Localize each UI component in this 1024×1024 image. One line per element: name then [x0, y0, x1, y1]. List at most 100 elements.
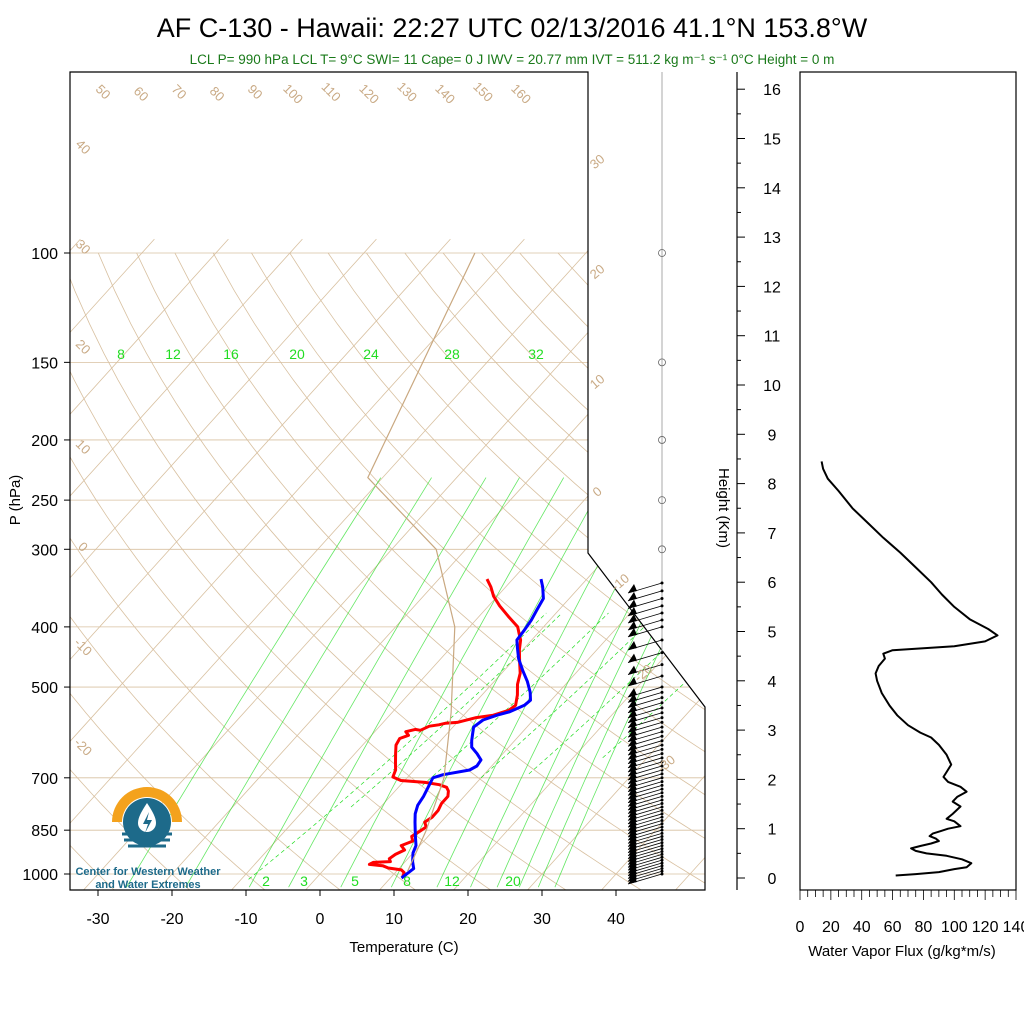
isotherm-line [750, 239, 1024, 890]
pressure-tick-label: 200 [31, 433, 58, 450]
wind-barb-pennant [628, 584, 637, 594]
wind-barb [627, 611, 664, 624]
isotherm-line [527, 238, 705, 890]
height-tick-label: 4 [768, 674, 777, 691]
isotherm-line [70, 238, 599, 890]
wind-level-dot [660, 725, 664, 729]
dry-adiabat-line [174, 252, 705, 890]
wind-level-dot [660, 685, 664, 689]
dry-adiabat-line [327, 252, 705, 890]
mixing-ratio-line [126, 477, 382, 888]
height-tick-label: 12 [763, 279, 781, 296]
wind-barb-pennant [628, 665, 637, 675]
isotherm-line [675, 238, 705, 890]
isotherm-left-label: 40 [73, 136, 94, 157]
wind-level-dot [660, 756, 664, 760]
dry-adiabat-top-label: 90 [245, 81, 266, 102]
mixing-ratio-line [248, 477, 487, 888]
wind-barb-pennant [628, 606, 637, 616]
height-tick-label: 16 [763, 82, 781, 99]
wind-level-dot [660, 638, 664, 642]
dry-adiabat-line [136, 252, 705, 890]
wind-level-dot [660, 838, 664, 842]
height-tick-label: 2 [768, 772, 777, 789]
wind-level-dot [660, 828, 664, 832]
mixing-ratio-top-label: 28 [444, 346, 460, 362]
wind-level-dot [660, 720, 664, 724]
pressure-tick-label: 400 [31, 620, 58, 637]
wind-level-dot [660, 812, 664, 816]
mixing-ratio-top-label: 32 [528, 346, 544, 362]
mixing-ratio-line [470, 477, 674, 888]
moist-adiabat-line [528, 619, 696, 775]
logo-sun-arc [112, 787, 182, 822]
temperature-axis: -30 -20 -10 0 10 20 30 40 [86, 890, 625, 928]
temperature-tick-label: 40 [607, 911, 625, 928]
wind-barb [627, 651, 664, 663]
temperature-axis-label: Temperature (C) [349, 939, 458, 956]
dry-adiabat-line [70, 252, 416, 890]
wind-level-dot [660, 604, 664, 608]
isotherm-right-label: 10 [587, 371, 608, 392]
wind-level-dot [660, 696, 664, 700]
wind-barb [627, 596, 664, 609]
wind-barb-pennant [628, 653, 637, 663]
logo-bolt-icon [143, 812, 152, 833]
height-tick-label: 15 [763, 132, 781, 149]
mixing-ratio-top-label: 8 [117, 346, 125, 362]
dry-adiabat-line [70, 252, 641, 890]
wind-level-dot [660, 690, 664, 694]
height-tick-label: 7 [768, 526, 777, 543]
wind-level-dot [660, 855, 664, 859]
isotherm-left-label: 30 [73, 236, 94, 257]
wind-calm-circle [658, 545, 666, 554]
wind-barb [627, 685, 664, 698]
temperature-tick-label: -30 [86, 911, 109, 928]
isotherm-left-label: 0 [75, 539, 91, 555]
height-tick-label: 5 [768, 625, 777, 642]
mixing-ratio-bottom-label: 2 [262, 873, 270, 889]
wind-barb-pennant [628, 614, 637, 624]
wind-barb [627, 638, 664, 651]
wind-level-dot [660, 780, 664, 784]
dry-adiabat-line [481, 252, 705, 890]
flux-tick-label: 80 [915, 919, 933, 936]
isotherm-line [0, 239, 6, 890]
wind-level-dot [660, 752, 664, 756]
sounding-series [367, 252, 545, 880]
wind-level-dot [660, 805, 664, 809]
dry-adiabat-line [70, 252, 115, 890]
wind-level-dot [660, 764, 664, 768]
moist-adiabat-line [602, 619, 705, 759]
height-tick-label: 10 [763, 378, 781, 395]
dry-adiabat-line [519, 252, 705, 890]
temperature-tick-label: 10 [385, 911, 403, 928]
isotherm-line [70, 238, 303, 890]
dry-adiabat-top-label: 160 [508, 81, 534, 107]
isotherm-line [70, 238, 525, 890]
wind-level-dot [660, 869, 664, 873]
height-tick-label: 0 [768, 871, 777, 888]
wind-level-dot [660, 841, 664, 845]
wind-level-dot [660, 861, 664, 865]
pressure-tick-label: 150 [31, 355, 58, 372]
mixing-ratio-line [340, 477, 565, 888]
mixing-ratio-bottom-label: 20 [505, 873, 521, 889]
dry-adiabat-line [404, 252, 705, 890]
dry-adiabat-top-label: 100 [280, 81, 306, 107]
wind-level-dot [660, 625, 664, 629]
height-tick-label: 13 [763, 230, 781, 247]
logo-line-1: Center for Western Weather [75, 866, 221, 878]
dry-adiabat-line [251, 252, 705, 890]
dry-adiabat-top-label: 130 [394, 79, 420, 105]
wind-barb-pennant [628, 641, 637, 651]
isotherm-line [379, 238, 705, 890]
wind-level-dot [660, 711, 664, 715]
wind-level-dot [660, 776, 664, 780]
mixing-ratio-bottom-label: 3 [300, 873, 308, 889]
flux-panel-border [799, 71, 1017, 891]
wind-level-dot [660, 847, 664, 851]
isotherm-left-label: -20 [71, 735, 95, 759]
flux-tick-label: 40 [853, 919, 871, 936]
pressure-tick-label: 100 [31, 246, 58, 263]
